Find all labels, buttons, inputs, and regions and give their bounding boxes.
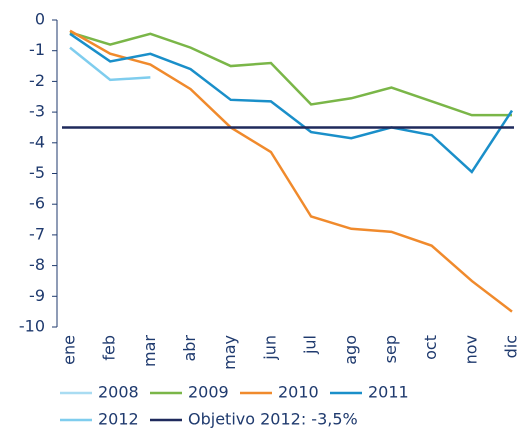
x-tick-label: sep xyxy=(381,335,400,363)
y-tick-label: -2 xyxy=(29,71,45,90)
y-tick-label: -6 xyxy=(29,194,45,213)
series-line xyxy=(69,29,513,313)
y-tick-label: -3 xyxy=(29,102,45,121)
legend-label: Objetivo 2012: -3,5% xyxy=(188,410,358,429)
y-tick-label: -7 xyxy=(29,224,45,243)
y-tick-label: -8 xyxy=(29,255,45,274)
series-line xyxy=(69,31,512,117)
y-tick-label: -5 xyxy=(29,163,45,182)
x-tick-label: may xyxy=(220,335,239,370)
y-tick-label: -4 xyxy=(29,132,45,151)
y-tick-label: -9 xyxy=(29,286,45,305)
x-tick-label: mar xyxy=(140,335,159,367)
series-line xyxy=(69,46,151,82)
x-tick-label: jun xyxy=(260,335,279,361)
x-tick-label: nov xyxy=(461,335,480,364)
y-tick-label: 0 xyxy=(35,10,45,29)
x-tick-label: ago xyxy=(341,335,360,365)
y-tick-label: -1 xyxy=(29,40,45,59)
legend-label: 2010 xyxy=(278,383,319,402)
x-tick-label: feb xyxy=(100,335,119,361)
legend-label: 2011 xyxy=(368,383,409,402)
series-line xyxy=(69,32,514,174)
x-tick-label: dic xyxy=(502,335,521,358)
x-tick-label: abr xyxy=(180,335,199,362)
legend-label: 2012 xyxy=(98,410,139,429)
y-tick-label: -10 xyxy=(19,317,45,336)
x-tick-label: jul xyxy=(301,335,320,355)
legend-label: 2009 xyxy=(188,383,229,402)
x-tick-label: oct xyxy=(421,335,440,360)
x-tick-label: ene xyxy=(60,335,79,365)
legend-label: 2008 xyxy=(98,383,139,402)
